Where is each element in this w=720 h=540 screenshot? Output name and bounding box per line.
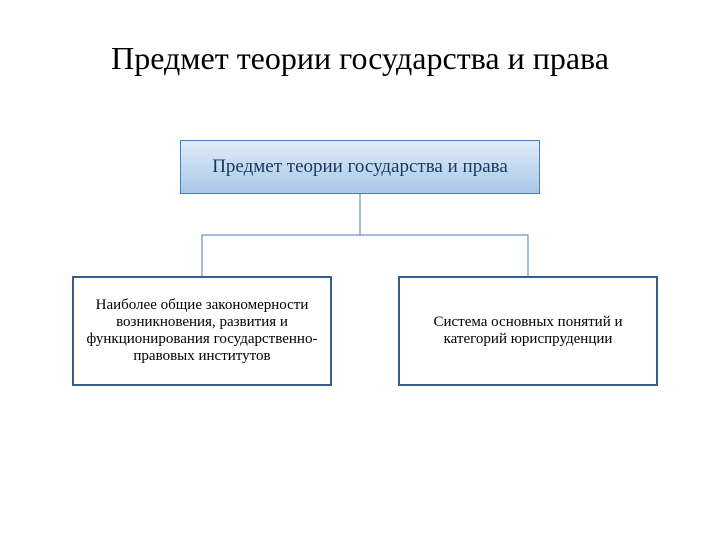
- child-node-right-label: Система основных понятий и категорий юри…: [410, 314, 646, 348]
- child-node-right: Система основных понятий и категорий юри…: [398, 276, 658, 386]
- child-node-left: Наиболее общие закономерности возникнове…: [72, 276, 332, 386]
- root-node: Предмет теории государства и права: [180, 140, 540, 194]
- root-node-label: Предмет теории государства и права: [212, 156, 508, 178]
- child-node-left-label: Наиболее общие закономерности возникнове…: [84, 297, 320, 365]
- connector-lines: [0, 0, 720, 540]
- slide-title: Предмет теории государства и права: [0, 40, 720, 77]
- slide: Предмет теории государства и права Предм…: [0, 0, 720, 540]
